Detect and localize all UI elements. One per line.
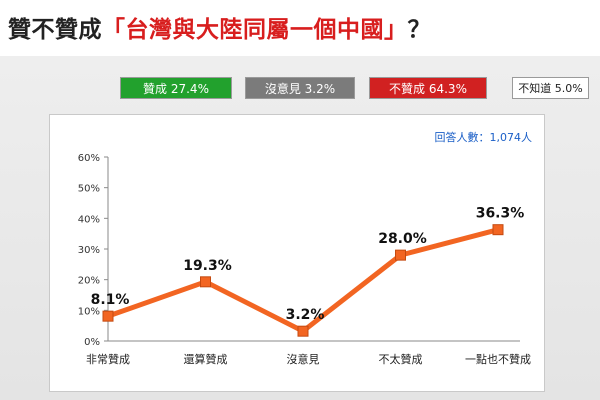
data-point: [200, 276, 211, 288]
no-opinion-summary-badge: 沒意見 3.2%: [245, 77, 355, 99]
y-tick-label: 10%: [78, 306, 100, 317]
y-tick-label: 60%: [78, 153, 100, 164]
header: 贊不贊成「台灣與大陸同屬一個中國」？: [0, 0, 600, 54]
data-label: 19.3%: [183, 258, 232, 274]
data-label: 8.1%: [91, 292, 130, 308]
x-category-label: 不太贊成: [379, 352, 423, 366]
page-title: 贊不贊成「台灣與大陸同屬一個中國」？: [8, 10, 431, 44]
line-chart: 0% 10% 20% 30% 40% 50% 60% 非常贊成 還算贊成 沒意見 不太贊成 一點也不贊…: [78, 153, 531, 366]
disagree-summary-badge: 不贊成 64.3%: [369, 77, 487, 99]
x-category-label: 非常贊成: [86, 352, 130, 366]
data-point: [395, 249, 406, 261]
respondents-count: 回答人數：1,074人: [434, 131, 533, 144]
y-tick-label: 20%: [78, 276, 100, 287]
title-suffix: ？: [407, 17, 431, 43]
data-point: [102, 310, 114, 322]
chart-area: 回答人數：1,074人 0% 10% 20% 30% 40% 50% 60% 非常贊成 還算贊成…: [49, 114, 545, 392]
x-category-label: 沒意見: [287, 352, 320, 366]
data-label: 28.0%: [378, 231, 427, 247]
title-highlight: 「台灣與大陸同屬一個中國」: [102, 17, 408, 43]
x-category-label: 一點也不贊成: [465, 352, 531, 366]
y-tick-label: 50%: [78, 184, 100, 195]
agree-summary-badge: 贊成 27.4%: [120, 77, 232, 99]
title-prefix: 贊不贊成: [8, 17, 102, 43]
data-label: 36.3%: [476, 206, 525, 222]
x-category-label: 還算贊成: [184, 352, 228, 366]
y-tick-label: 30%: [78, 245, 100, 256]
data-label: 3.2%: [286, 307, 325, 323]
y-tick-label: 0%: [84, 337, 100, 348]
unknown-summary-badge: 不知道 5.0%: [512, 77, 589, 99]
data-point: [492, 224, 504, 236]
data-point: [297, 325, 309, 337]
y-tick-label: 40%: [78, 214, 100, 225]
